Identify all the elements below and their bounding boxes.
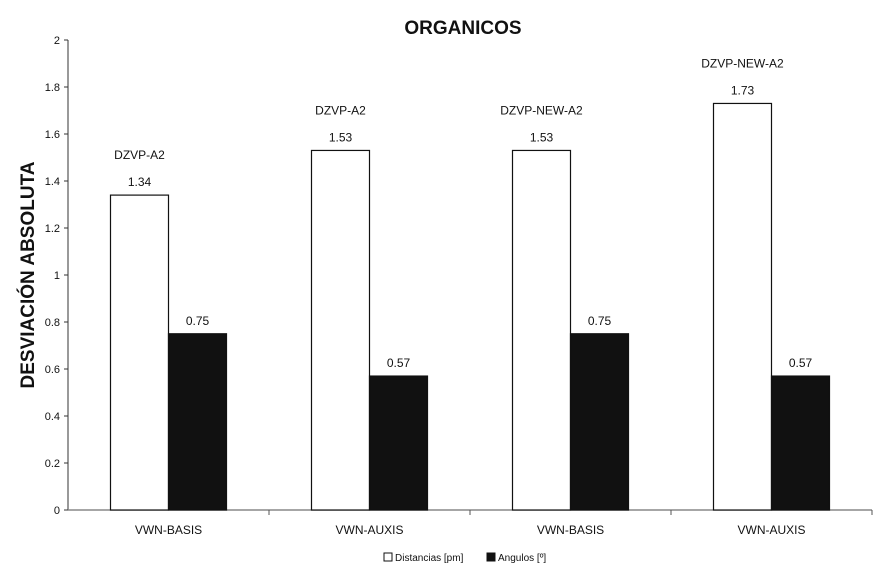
x-category-label: VWN-BASIS [537, 523, 604, 537]
y-tick-label: 2 [54, 35, 60, 47]
y-axis-label: DESVIACIÓN ABSOLUTA [17, 161, 39, 388]
basis-label: DZVP-A2 [315, 103, 366, 117]
data-labels: 1.34 DZVP-A2 0.75 1.53 DZVP-A2 0.57 1.53 DZVP-N… [114, 56, 812, 370]
y-tick-label: 1 [54, 270, 60, 282]
x-category-label: VWN-BASIS [135, 523, 202, 537]
bar-angulos [167, 333, 228, 511]
bar-distancias [109, 194, 170, 511]
legend-swatch [486, 552, 496, 562]
basis-label: DZVP-A2 [114, 148, 165, 162]
basis-label: DZVP-NEW-A2 [701, 56, 784, 70]
y-tick-label: 1.6 [45, 129, 60, 141]
legend-label: Distancias [pm] [395, 553, 464, 564]
data-label: 1.53 [329, 130, 353, 144]
y-tick-label: 0 [54, 505, 60, 517]
data-label: 0.75 [588, 314, 612, 328]
y-tick-label: 0.6 [45, 364, 60, 376]
bar-distancias [310, 149, 371, 511]
bars [109, 102, 831, 511]
data-label: 1.53 [530, 130, 554, 144]
data-label: 1.73 [731, 83, 755, 97]
bar-distancias [712, 102, 773, 511]
legend-swatch [383, 552, 393, 562]
legend: Distancias [pm] Angulos [º] [383, 552, 546, 564]
data-label: 0.57 [789, 356, 813, 370]
data-label: 1.34 [128, 175, 152, 189]
x-category-label: VWN-AUXIS [737, 523, 805, 537]
basis-label: DZVP-NEW-A2 [500, 103, 583, 117]
chart-title: ORGANICOS [404, 18, 521, 39]
y-tick-label: 1.8 [45, 82, 60, 94]
bar-angulos [770, 375, 831, 511]
bar-angulos [368, 375, 429, 511]
data-label: 0.57 [387, 356, 411, 370]
bar-distancias [511, 149, 572, 511]
y-tick-label: 1.2 [45, 223, 60, 235]
y-tick-label: 0.8 [45, 317, 60, 329]
y-tick-label: 0.2 [45, 458, 60, 470]
data-label: 0.75 [186, 314, 210, 328]
y-tick-label: 0.4 [45, 411, 60, 423]
y-tick-label: 1.4 [45, 176, 60, 188]
x-category-label: VWN-AUXIS [335, 523, 403, 537]
legend-label: Angulos [º] [498, 553, 546, 564]
bar-angulos [569, 333, 630, 511]
